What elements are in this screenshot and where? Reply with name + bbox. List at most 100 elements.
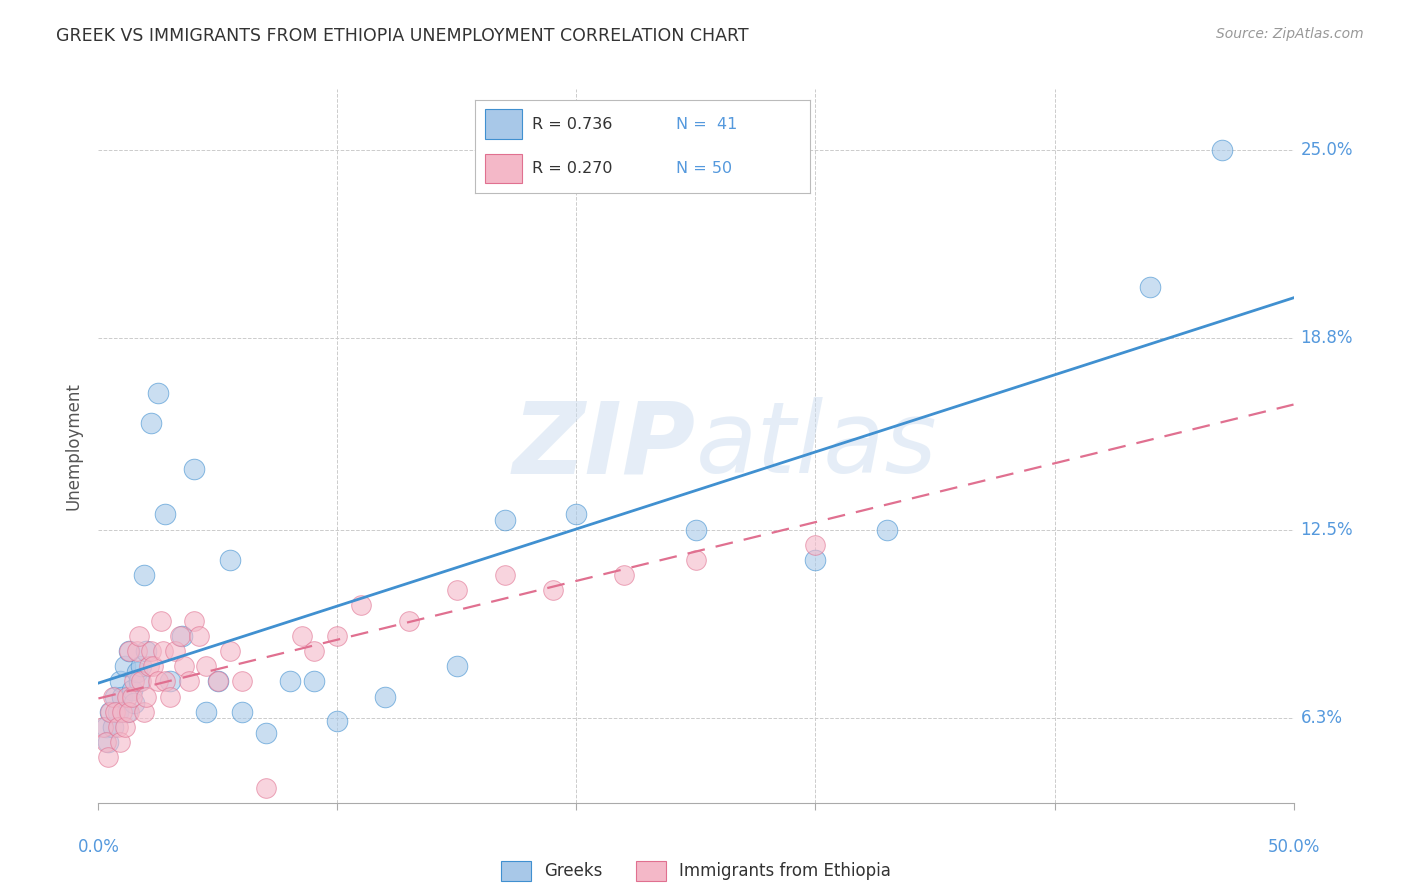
Point [183,614,205,628]
Point [114,720,136,734]
Point [101,690,124,704]
Point [148,385,170,400]
Point [148,674,170,689]
Point [104,705,127,719]
Point [98,705,122,719]
Point [398,614,420,628]
Point [152,644,174,658]
Point [1211,143,1233,157]
Point [541,583,564,598]
Point [172,629,194,643]
Text: ZIP: ZIP [513,398,696,494]
Point [91,720,114,734]
Point [111,705,134,719]
Point [494,568,516,582]
Point [804,553,827,567]
Point [207,674,229,689]
Point [207,674,229,689]
Point [98,705,122,719]
Point [685,523,707,537]
Point [565,508,588,522]
Y-axis label: Unemployment: Unemployment [65,382,83,510]
Point [194,705,217,719]
Point [114,659,136,673]
Point [124,696,146,710]
Point [173,659,195,673]
Point [125,644,148,658]
Point [494,513,516,527]
Point [326,629,349,643]
Point [446,583,468,598]
Point [128,674,150,689]
Point [254,780,277,795]
Point [804,538,827,552]
Text: 0.0%: 0.0% [77,838,120,856]
Point [107,720,129,734]
Point [97,735,120,749]
Point [101,720,124,734]
Point [121,690,143,704]
Text: 25.0%: 25.0% [1301,141,1353,159]
Point [118,644,141,658]
Point [139,416,162,430]
Point [142,659,165,673]
Text: 18.8%: 18.8% [1301,329,1353,347]
Point [118,705,141,719]
Point [254,726,277,740]
Point [278,674,301,689]
Point [194,659,217,673]
Point [149,614,172,628]
Point [302,644,325,658]
Point [132,705,155,719]
Point [104,690,127,704]
Point [231,674,253,689]
Text: atlas: atlas [696,398,938,494]
Point [128,629,150,643]
Point [685,553,707,567]
Point [94,735,117,749]
Point [446,659,468,673]
Point [111,690,134,704]
Point [155,508,177,522]
Point [135,690,157,704]
Point [163,644,186,658]
Text: 6.3%: 6.3% [1301,709,1343,727]
Point [159,674,181,689]
Point [135,644,157,658]
Point [107,705,129,719]
Point [326,714,349,728]
Point [179,674,201,689]
Point [159,690,181,704]
Point [302,674,325,689]
Point [183,462,205,476]
Text: GREEK VS IMMIGRANTS FROM ETHIOPIA UNEMPLOYMENT CORRELATION CHART: GREEK VS IMMIGRANTS FROM ETHIOPIA UNEMPL… [56,27,749,45]
Text: Source: ZipAtlas.com: Source: ZipAtlas.com [1216,27,1364,41]
Point [108,674,131,689]
Point [1139,279,1161,293]
Text: 12.5%: 12.5% [1301,521,1353,539]
Point [121,683,143,698]
Point [115,690,138,704]
Legend: Greeks, Immigrants from Ethiopia: Greeks, Immigrants from Ethiopia [494,855,898,888]
Point [115,705,138,719]
Point [97,750,120,764]
Point [169,629,191,643]
Point [290,629,312,643]
Text: 50.0%: 50.0% [1267,838,1320,856]
Point [139,644,162,658]
Point [124,674,146,689]
Point [374,690,396,704]
Point [131,659,153,673]
Point [108,735,131,749]
Point [219,644,242,658]
Point [94,720,117,734]
Point [132,568,155,582]
Point [125,665,148,680]
Point [118,644,141,658]
Point [131,674,153,689]
Point [219,553,242,567]
Point [138,659,160,673]
Point [876,523,898,537]
Point [613,568,636,582]
Point [155,674,177,689]
